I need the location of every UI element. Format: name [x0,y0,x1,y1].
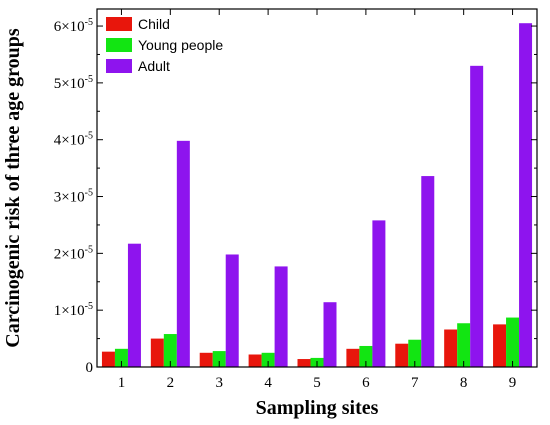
bar-young-people-site-3 [212,351,226,367]
y-axis-title: Carcinogenic risk of three age groups [2,28,24,348]
bar-adult-site-2 [176,140,190,367]
bar-young-people-site-1 [114,348,128,367]
bar-adult-site-8 [470,65,484,368]
y-tick-label: 6×10-5 [54,17,93,35]
bar-child-site-3 [199,352,213,367]
legend-label: Young people [138,37,223,53]
x-tick-label: 6 [362,375,370,391]
bar-child-site-1 [101,351,115,367]
legend: Child Young people Adult [106,16,223,74]
y-tick-label: 3×10-5 [54,188,93,206]
bar-young-people-site-2 [163,334,177,367]
bar-child-site-5 [297,359,311,367]
bar-child-site-8 [444,329,458,367]
x-axis: 1 2 3 4 5 6 7 8 9 [118,9,517,391]
bar-young-people-site-4 [261,352,275,367]
x-tick-label: 4 [264,375,272,391]
bar-child-site-9 [493,324,507,367]
legend-swatch-adult [106,59,132,73]
bar-young-people-site-8 [457,323,471,367]
bar-young-people-site-9 [506,317,520,367]
bar-adult-site-9 [519,23,533,367]
y-tick-label: 1×10-5 [54,301,93,319]
x-tick-label: 9 [509,375,517,391]
bar-adult-site-6 [372,220,386,367]
bar-child-site-2 [150,338,164,367]
bar-adult-site-7 [421,176,435,367]
x-tick-label: 7 [411,375,419,391]
legend-swatch-young-people [106,38,132,52]
y-tick-label: 4×10-5 [54,131,93,149]
y-axis: 0 1×10-5 2×10-5 3×10-5 4×10-5 5×10-5 6×10-5 [54,17,537,376]
y-tick-label: 0 [86,360,94,376]
bar-adult-site-4 [274,266,288,367]
bar-child-site-7 [395,343,409,367]
bar-adult-site-3 [225,254,239,367]
bar-young-people-site-6 [359,345,373,367]
x-tick-label: 8 [460,375,468,391]
x-tick-label: 2 [167,375,175,391]
bar-young-people-site-7 [408,339,422,367]
x-tick-label: 3 [215,375,223,391]
legend-swatch-child [106,17,132,31]
bar-adult-site-1 [127,243,141,367]
y-tick-label: 2×10-5 [54,244,93,262]
bar-child-site-4 [248,354,262,367]
x-tick-label: 5 [313,375,321,391]
legend-label: Adult [138,58,170,74]
y-tick-label: 5×10-5 [54,74,93,92]
bar-child-site-6 [346,348,360,367]
bar-adult-site-5 [323,302,337,367]
x-axis-title: Sampling sites [256,397,379,419]
x-tick-label: 1 [118,375,126,391]
bars-layer [101,23,533,368]
legend-label: Child [138,16,170,32]
